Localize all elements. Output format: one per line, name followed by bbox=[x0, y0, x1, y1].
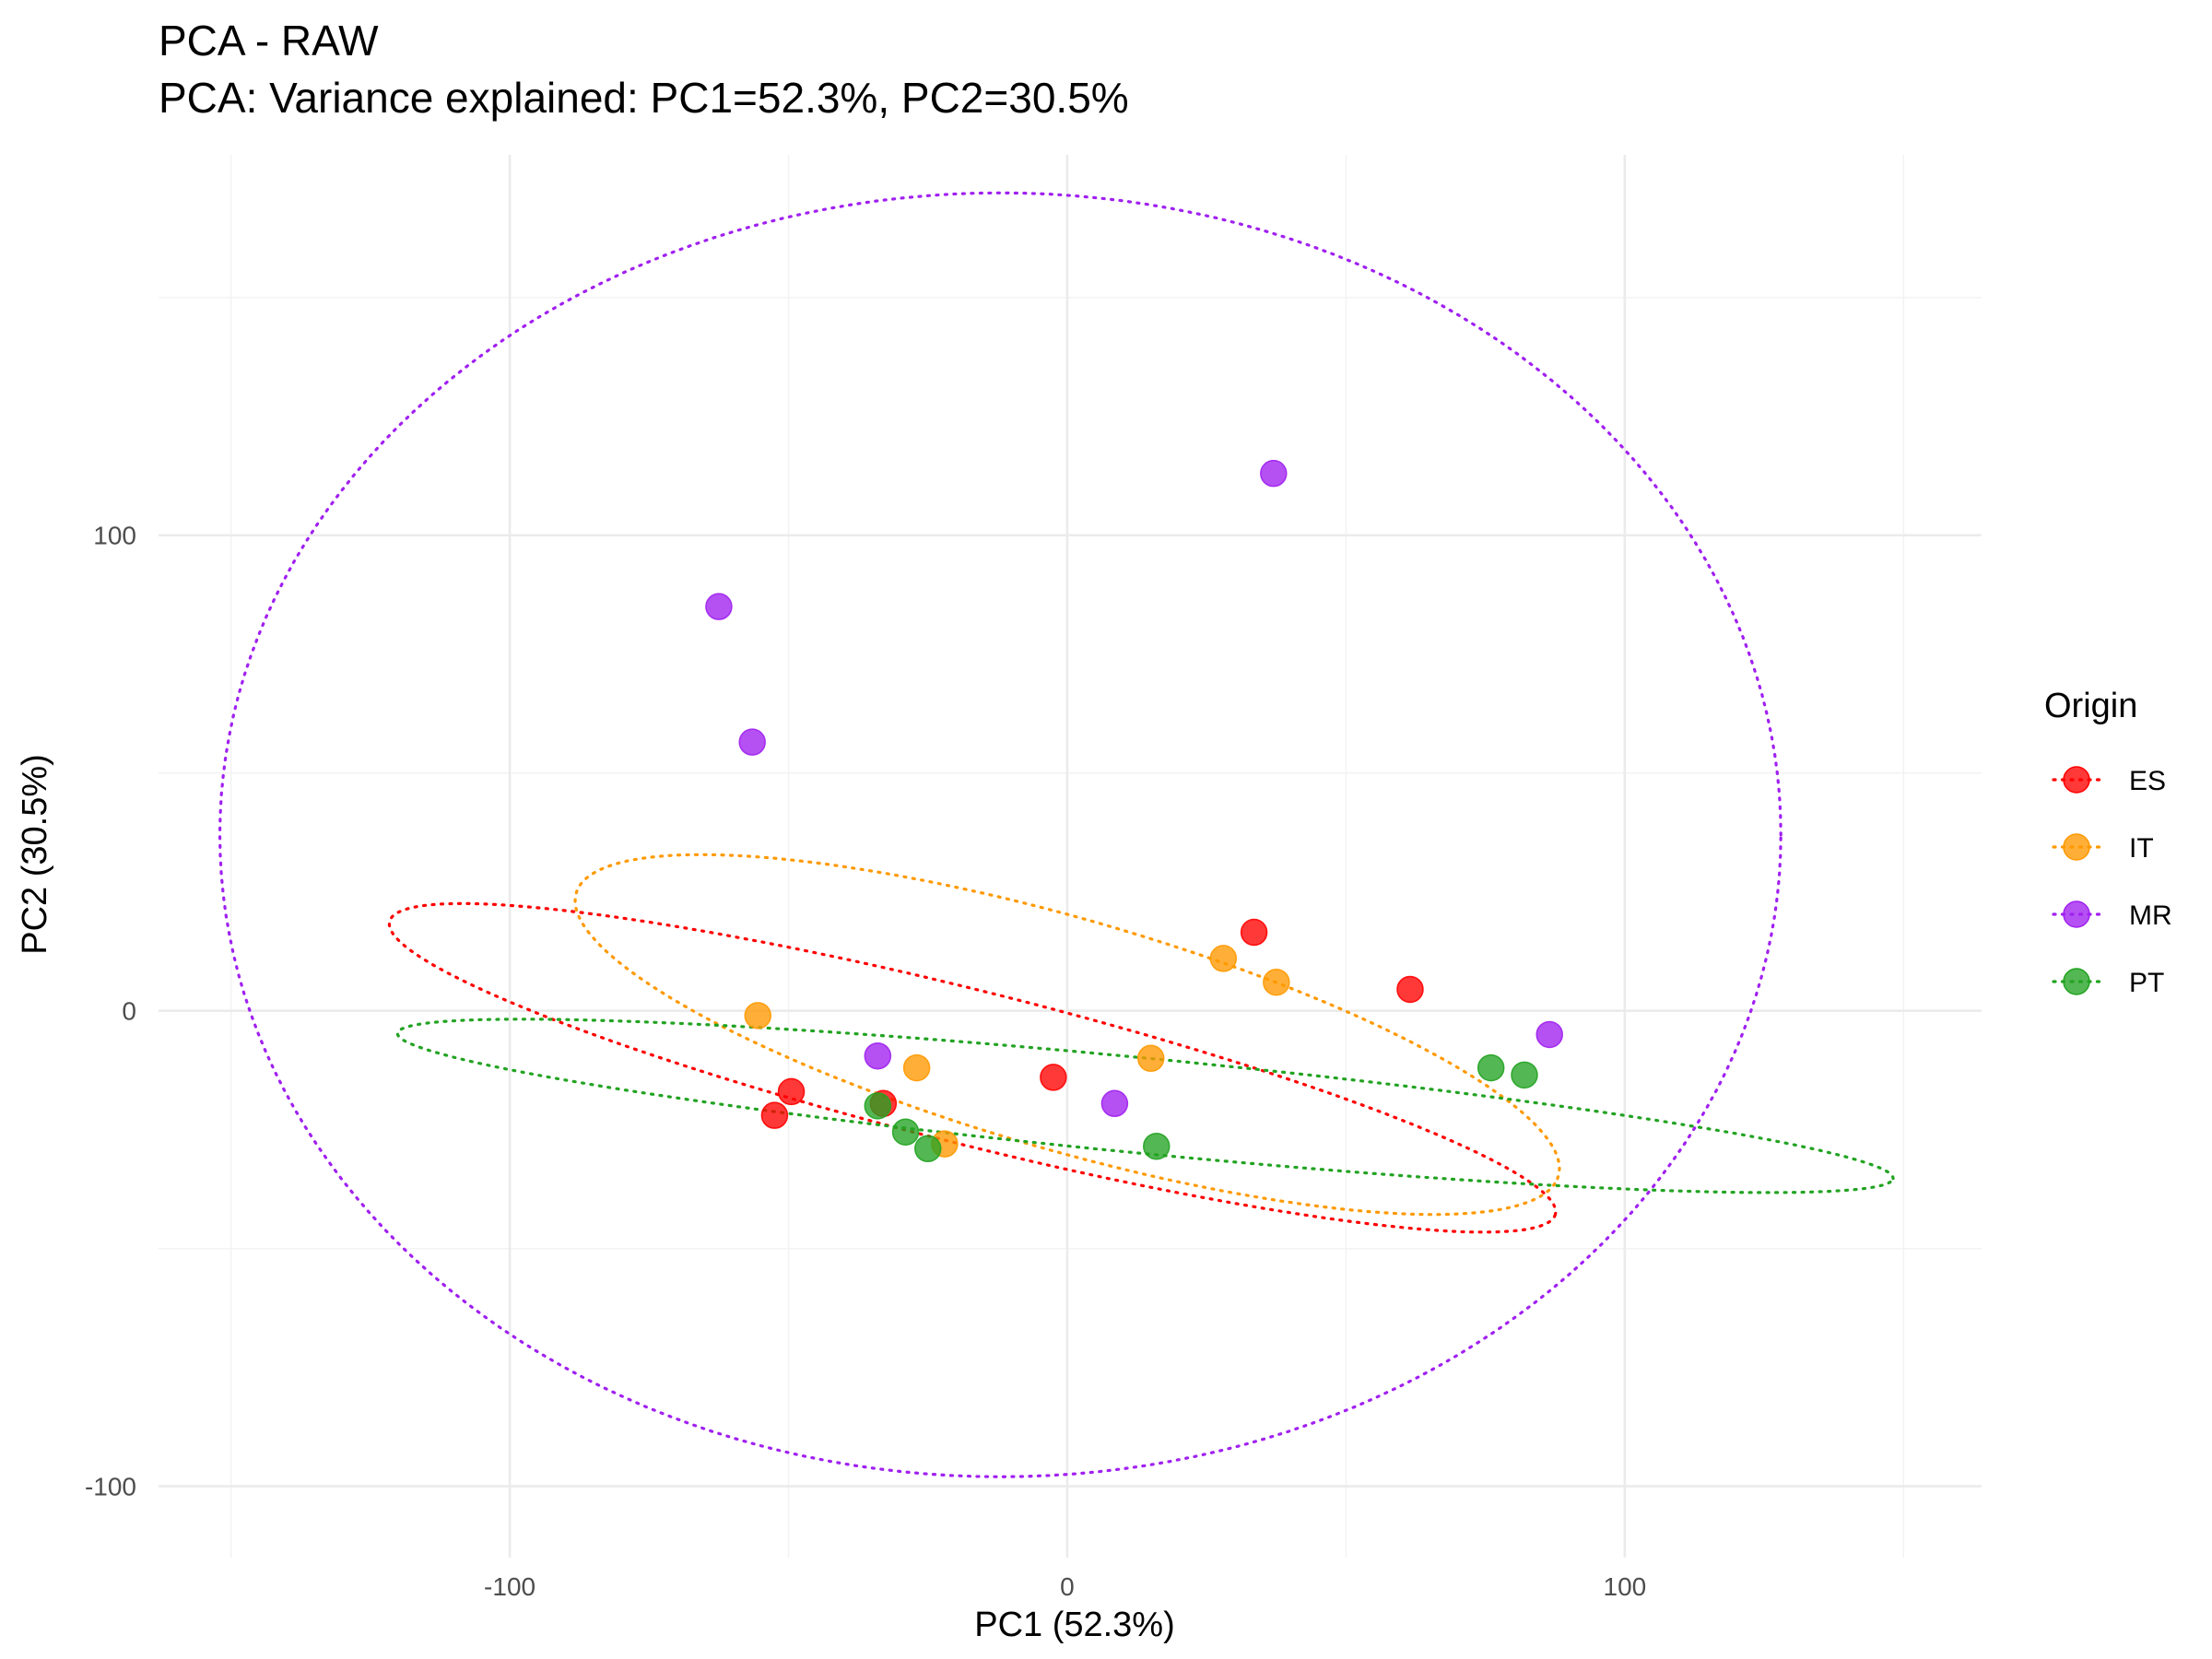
legend-item-mr: MR bbox=[2053, 900, 2172, 931]
legend-item-es: ES bbox=[2053, 766, 2166, 796]
point-it bbox=[1138, 1045, 1164, 1071]
ellipse-es bbox=[389, 903, 1556, 1232]
point-es bbox=[1397, 976, 1423, 1002]
legend-label: MR bbox=[2129, 900, 2172, 931]
point-pt bbox=[1144, 1134, 1170, 1159]
chart-subtitle: PCA: Variance explained: PC1=52.3%, PC2=… bbox=[159, 74, 1129, 122]
y-tick-label: 100 bbox=[93, 522, 136, 550]
x-tick-label: 100 bbox=[1604, 1572, 1647, 1601]
point-mr bbox=[706, 594, 732, 619]
ellipse-mr bbox=[220, 193, 1782, 1477]
point-it bbox=[904, 1055, 930, 1081]
legend-title: Origin bbox=[2044, 687, 2137, 725]
point-mr bbox=[739, 729, 765, 755]
legend-marker bbox=[2064, 901, 2089, 927]
point-pt bbox=[1478, 1055, 1504, 1081]
legend-item-pt: PT bbox=[2053, 968, 2164, 998]
y-axis-ticks: -100 0 100 bbox=[85, 522, 136, 1501]
point-mr bbox=[1101, 1090, 1127, 1116]
point-it bbox=[745, 1003, 771, 1029]
point-mr bbox=[865, 1043, 890, 1069]
point-es bbox=[1241, 920, 1267, 946]
point-it bbox=[1264, 970, 1289, 995]
y-tick-label: 0 bbox=[122, 997, 136, 1026]
point-mr bbox=[1261, 461, 1287, 487]
legend-marker bbox=[2064, 969, 2089, 994]
point-pt bbox=[1512, 1062, 1537, 1088]
point-it bbox=[1210, 946, 1236, 971]
legend-label: PT bbox=[2129, 968, 2164, 998]
point-pt bbox=[893, 1119, 919, 1145]
x-axis-ticks: -100 0 100 bbox=[484, 1572, 1646, 1601]
confidence-ellipses bbox=[220, 193, 1894, 1477]
legend-marker bbox=[2064, 834, 2089, 860]
point-mr bbox=[1536, 1021, 1562, 1047]
grid bbox=[159, 155, 1982, 1558]
x-axis-title: PC1 (52.3%) bbox=[974, 1606, 1175, 1644]
legend-item-it: IT bbox=[2053, 833, 2154, 864]
x-tick-label: -100 bbox=[484, 1572, 535, 1601]
point-es bbox=[1041, 1065, 1066, 1090]
y-tick-label: -100 bbox=[85, 1473, 136, 1501]
x-tick-label: 0 bbox=[1060, 1572, 1075, 1601]
point-es bbox=[761, 1102, 787, 1128]
legend-label: IT bbox=[2129, 833, 2154, 864]
point-es bbox=[779, 1078, 805, 1104]
legend: Origin ES IT MR PT bbox=[2044, 687, 2172, 998]
point-pt bbox=[865, 1093, 890, 1119]
y-axis-title: PC2 (30.5%) bbox=[16, 754, 54, 955]
chart-title: PCA - RAW bbox=[159, 17, 379, 65]
point-pt bbox=[915, 1135, 941, 1161]
legend-marker bbox=[2064, 767, 2089, 793]
legend-label: ES bbox=[2129, 766, 2166, 796]
